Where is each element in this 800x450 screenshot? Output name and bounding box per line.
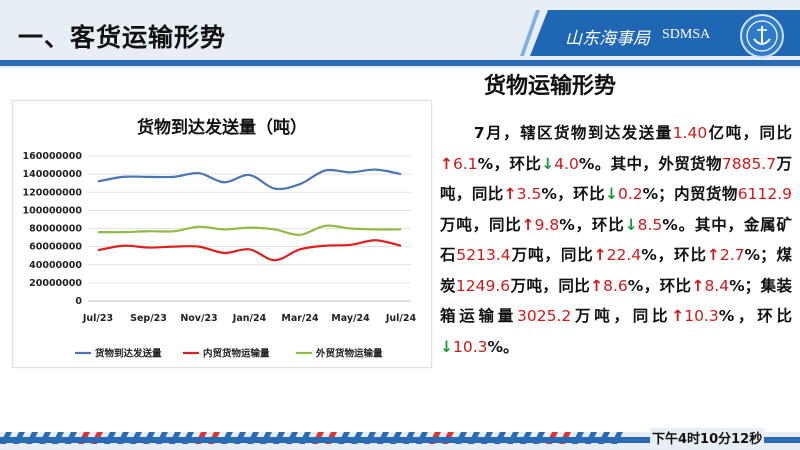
up-arrow-icon: ↑ — [691, 276, 705, 295]
timestamp: 下午4时10分12秒 — [650, 428, 765, 447]
brand-name-cn: 山东海事局 — [565, 29, 650, 49]
stat-value: 8.6 — [603, 276, 628, 295]
x-tick-label: Mar/24 — [281, 313, 319, 324]
y-tick-label: 160000000 — [23, 151, 83, 162]
up-arrow-icon: ↑ — [440, 154, 453, 173]
stat-text: %。其中，外贸货物 — [578, 154, 722, 173]
stat-text: 7月，辖区货物到达发送量 — [440, 124, 673, 142]
stat-text: %，环比 — [559, 215, 625, 234]
stat-text: %，环比 — [627, 276, 692, 295]
stat-text: %，环比 — [641, 246, 707, 264]
stat-text: 万吨，同比 — [440, 154, 792, 204]
header-stripe — [0, 60, 800, 66]
stat-value: 2.7 — [719, 246, 745, 264]
series-line-1 — [97, 168, 402, 191]
legend-label: 外贸货物运输量 — [315, 348, 383, 360]
up-arrow-icon: ↑ — [503, 185, 517, 203]
stat-text: 亿吨，同比 — [707, 124, 792, 142]
stat-value: 5213.4 — [456, 246, 511, 264]
stat-value: 8.5 — [637, 215, 663, 234]
chart-plot: 0 20000000 40000000 60000000 80000000 1000000… — [23, 151, 417, 360]
stat-value: 1249.6 — [455, 276, 511, 295]
x-tick-label: Jan/24 — [232, 313, 267, 324]
summary-paragraph: 7月，辖区货物到达发送量1.40亿吨，同比↑6.1%，环比↓4.0%。其中，外贸… — [440, 118, 792, 362]
chart-title: 货物到达发送量（吨） — [137, 118, 307, 138]
stat-value: 0.2 — [618, 185, 643, 203]
stat-text: %，环比 — [541, 185, 605, 203]
up-arrow-icon: ↑ — [590, 276, 604, 295]
stat-value: 10.3 — [684, 307, 719, 325]
x-tick-label: May/24 — [331, 313, 370, 324]
down-arrow-icon: ↓ — [624, 215, 638, 234]
y-tick-label: 60000000 — [29, 242, 82, 253]
side-title: 货物运输形势 — [484, 74, 617, 99]
anchor-logo-icon — [740, 14, 784, 58]
stat-value: 3025.2 — [516, 307, 572, 325]
cargo-chart: 货物到达发送量（吨） 0 20000000 40000000 60000000 8000… — [12, 100, 432, 368]
down-arrow-icon: ↓ — [605, 185, 618, 203]
stat-text: %，环比 — [477, 154, 542, 173]
stat-text: 万吨，同比 — [510, 276, 591, 295]
x-tick-label: Jul/23 — [82, 313, 113, 324]
brand-name-en: SDMSA — [662, 27, 711, 42]
down-arrow-icon: ↓ — [541, 154, 555, 173]
stat-text: 万吨，同比 — [510, 246, 594, 264]
stat-value: 6.1 — [453, 154, 478, 173]
x-tick-label: Jul/24 — [385, 313, 417, 324]
up-arrow-icon: ↑ — [706, 246, 720, 264]
up-arrow-icon: ↑ — [593, 246, 607, 264]
down-arrow-icon: ↓ — [440, 337, 453, 356]
series-line-2 — [97, 239, 402, 262]
stat-text: %；集装箱运输量 — [440, 276, 792, 326]
stat-text: 万吨，同比 — [571, 307, 672, 325]
stat-text: 万吨，同比 — [440, 215, 522, 234]
y-tick-label: 40000000 — [29, 260, 82, 271]
page-title: 一、客货运输形势 — [18, 23, 227, 52]
stat-value: 4.0 — [554, 154, 579, 173]
y-tick-label: 80000000 — [29, 224, 82, 235]
y-tick-label: 0 — [75, 296, 82, 307]
y-tick-label: 20000000 — [29, 278, 82, 289]
legend-label: 内贸货物运输量 — [203, 348, 270, 360]
stat-value: 3.5 — [516, 185, 542, 203]
y-tick-label: 120000000 — [23, 187, 83, 198]
stat-value: 10.3 — [453, 337, 488, 356]
legend-label: 货物到达发送量 — [94, 348, 162, 360]
x-tick-label: Nov/23 — [180, 313, 217, 324]
stat-text: %。其中，金属矿石 — [440, 215, 793, 265]
stat-value: 9.8 — [534, 215, 560, 234]
stat-text: %；煤炭 — [440, 246, 792, 295]
series-line-3 — [97, 224, 402, 236]
y-tick-label: 140000000 — [23, 169, 83, 180]
stat-value: 7885.7 — [721, 154, 777, 173]
stat-value: 6112.9 — [737, 185, 792, 203]
footer-bar — [0, 437, 800, 443]
stat-value: 1.40 — [672, 124, 708, 142]
up-arrow-icon: ↑ — [521, 215, 535, 234]
up-arrow-icon: ↑ — [671, 307, 685, 325]
x-tick-label: Sep/23 — [130, 313, 167, 324]
stat-value: 22.4 — [606, 246, 642, 264]
stat-value: 8.4 — [704, 276, 730, 295]
stat-text: %；内贸货物 — [642, 185, 738, 203]
stat-text: %。 — [487, 337, 519, 356]
y-tick-label: 100000000 — [23, 205, 83, 216]
stat-text: %，环比 — [718, 307, 792, 325]
